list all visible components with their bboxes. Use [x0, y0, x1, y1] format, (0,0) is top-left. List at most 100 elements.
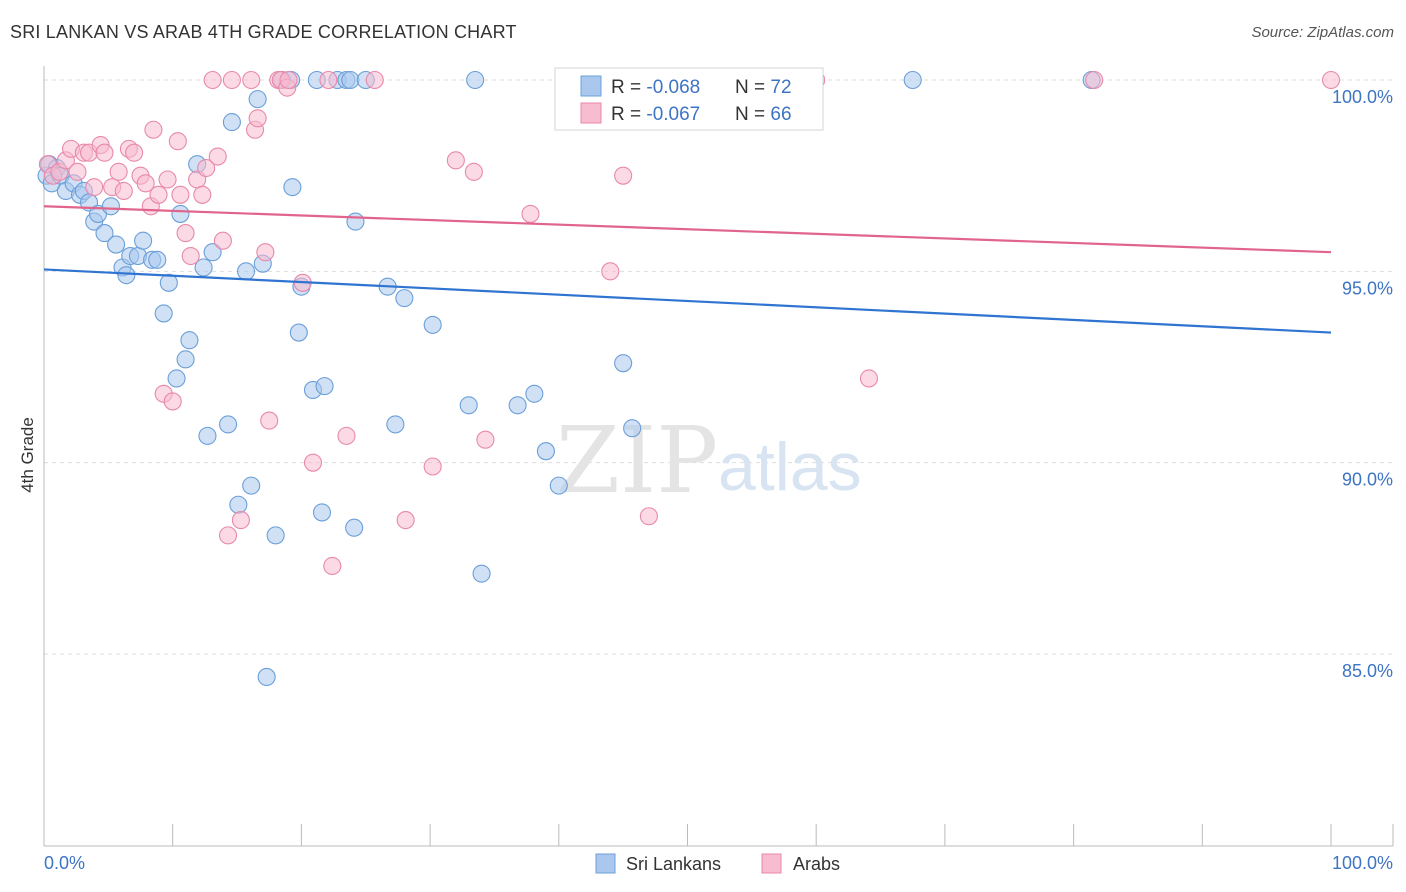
- arabs-point: [601, 262, 620, 281]
- legend-r-label-1: R =: [611, 77, 646, 98]
- arabs-point: [231, 511, 250, 530]
- sri-lankans-point: [346, 212, 365, 231]
- watermark: ZIP atlas: [556, 407, 862, 514]
- arabs-point: [208, 147, 227, 166]
- bottom-legend-swatch-arabs: [761, 853, 782, 874]
- arabs-point: [144, 120, 163, 139]
- arabs-point: [203, 70, 222, 90]
- chart-title: SRI LANKAN VS ARAB 4TH GRADE CORRELATION…: [10, 22, 517, 42]
- legend-n-1: N = 72: [735, 77, 792, 98]
- sri-lankans-point: [101, 197, 120, 216]
- arabs-point: [323, 556, 342, 576]
- arabs-point: [464, 162, 483, 181]
- sri-lankans-point: [176, 350, 195, 369]
- arabs-point: [521, 204, 540, 223]
- y-axis-label: 4th Grade: [18, 417, 37, 493]
- arabs-point: [222, 70, 241, 90]
- legend-n-value-2: 66: [770, 104, 791, 125]
- bottom-legend: Sri Lankans Arabs: [595, 853, 840, 874]
- arabs-point: [197, 158, 216, 178]
- x-tick-label-min: 0.0%: [44, 853, 85, 873]
- arabs-point: [396, 511, 415, 530]
- x-tick-label-max: 100.0%: [1332, 853, 1393, 873]
- trend-lines: [43, 205, 1332, 334]
- y-tick-labels: 85.0% 90.0% 95.0% 100.0%: [1332, 87, 1393, 681]
- sri-lankans-point: [134, 231, 153, 250]
- legend-row-2: R = -0.067: [611, 104, 700, 125]
- legend-n-value-1: 72: [770, 77, 791, 98]
- y-tick-label: 95.0%: [1342, 278, 1393, 298]
- arabs-point: [125, 143, 144, 162]
- bottom-legend-swatch-sri-lankans: [595, 853, 616, 874]
- arabs-point: [68, 162, 87, 181]
- sri-lankans-point: [315, 377, 334, 396]
- sri-lankans-point: [257, 667, 276, 687]
- sri-lankans-point: [549, 476, 568, 495]
- arabs-point: [476, 430, 495, 449]
- sri-lankans-point: [180, 331, 199, 350]
- sri-lankans-point: [623, 419, 642, 438]
- arabs-point: [303, 453, 323, 472]
- sri-lankans-point: [283, 178, 302, 197]
- arabs-point: [168, 132, 187, 151]
- sri-lankans-point: [289, 323, 308, 342]
- arabs-point: [260, 411, 279, 430]
- legend-r-value-1: -0.068: [646, 77, 700, 98]
- legend-box: R = -0.068 N = 72 R = -0.067 N = 66: [554, 67, 824, 131]
- arabs-point: [176, 224, 195, 243]
- sri-lankans-point: [198, 426, 217, 445]
- sri-lankans-point: [472, 564, 491, 583]
- arabs-point: [181, 246, 200, 266]
- arabs-point: [242, 70, 261, 90]
- sri-lankans-point: [148, 250, 167, 269]
- sri-lankans-point: [466, 70, 485, 90]
- legend-row-1: R = -0.068: [611, 77, 700, 98]
- legend-n-2: N = 66: [735, 104, 792, 125]
- arabs-point: [859, 369, 879, 388]
- arabs-point: [248, 109, 267, 128]
- source-label: Source: ZipAtlas.com: [1251, 24, 1394, 41]
- grid: [44, 79, 1393, 655]
- sri-lankans-point: [423, 315, 442, 334]
- sri-lankans-point: [117, 266, 136, 285]
- sri-lankans-point: [508, 396, 527, 415]
- watermark-atlas: atlas: [718, 429, 862, 505]
- arabs-point: [193, 185, 212, 204]
- arabs-point: [1321, 70, 1341, 90]
- arabs-point: [109, 162, 128, 181]
- sri-lankans-point: [95, 224, 114, 243]
- arabs-point: [365, 70, 384, 90]
- sri-lankans-point: [341, 70, 360, 90]
- legend-r-label-2: R =: [611, 104, 646, 125]
- arabs-point: [95, 143, 114, 162]
- arabs-point: [319, 70, 338, 90]
- sri-lankans-point: [386, 415, 405, 434]
- sri-lankans-point: [459, 396, 478, 415]
- arabs-point: [423, 457, 442, 476]
- arabs-point: [1085, 70, 1104, 90]
- y-tick-label: 100.0%: [1332, 87, 1393, 107]
- sri-lankans-point: [194, 258, 213, 277]
- sri-lankans-point: [248, 90, 267, 109]
- bottom-legend-label-arabs: Arabs: [793, 854, 840, 874]
- legend-n-label-1: N =: [735, 77, 770, 98]
- sri-lankans-point: [395, 289, 414, 308]
- sri-lankans-point: [229, 495, 248, 514]
- sri-lankans-point: [167, 369, 186, 388]
- arabs-point: [114, 181, 133, 201]
- sri-lankans-point: [536, 442, 555, 461]
- sri-lankans-point: [159, 273, 178, 292]
- arabs-point: [639, 507, 658, 526]
- sri-lankans-point: [237, 262, 256, 281]
- arabs-trend-line: [43, 205, 1332, 254]
- arabs-point: [213, 231, 232, 250]
- sri-lankans-point: [345, 518, 364, 537]
- sri-lankans-point: [525, 384, 544, 403]
- arabs-point: [256, 243, 275, 262]
- arabs-point: [446, 151, 465, 170]
- legend-r-value-2: -0.067: [646, 104, 700, 125]
- arabs-point: [158, 170, 177, 189]
- sri-lankans-point: [203, 243, 222, 262]
- arabs-point: [337, 426, 356, 445]
- sri-lankans-point: [171, 204, 190, 223]
